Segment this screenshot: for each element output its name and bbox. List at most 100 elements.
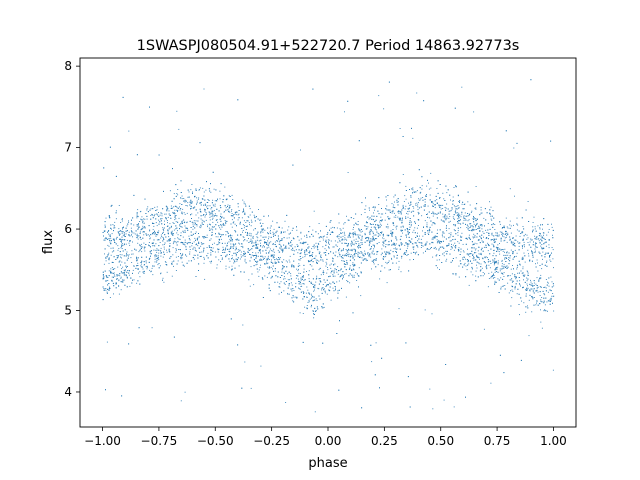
data-point <box>370 256 372 258</box>
data-point <box>509 279 511 281</box>
data-point <box>109 146 111 148</box>
data-point <box>352 232 354 233</box>
data-point <box>220 213 222 215</box>
data-point <box>302 291 304 292</box>
data-point <box>157 254 159 256</box>
data-point <box>479 214 481 216</box>
data-point <box>145 213 147 214</box>
data-point <box>413 215 415 217</box>
data-point <box>472 257 474 259</box>
data-point <box>406 251 408 253</box>
data-point <box>516 267 518 268</box>
data-point <box>107 284 109 286</box>
data-point <box>337 290 339 292</box>
data-point <box>142 271 144 273</box>
data-point <box>415 252 417 254</box>
data-point <box>168 213 170 215</box>
data-point <box>393 242 395 244</box>
data-point <box>335 269 337 271</box>
data-point <box>258 240 260 242</box>
data-point <box>309 260 311 262</box>
data-point <box>184 221 186 223</box>
data-point <box>383 256 384 257</box>
data-point <box>132 272 133 274</box>
data-point <box>405 190 407 191</box>
data-point <box>303 292 305 294</box>
data-point <box>487 223 489 224</box>
data-point <box>299 312 301 314</box>
data-point <box>514 276 515 278</box>
data-point <box>247 251 249 253</box>
data-point <box>244 253 246 255</box>
data-point <box>277 249 279 251</box>
data-point <box>334 275 336 277</box>
data-point <box>433 222 435 224</box>
data-point <box>417 211 419 213</box>
data-point <box>394 207 396 209</box>
data-point <box>416 244 418 246</box>
data-point <box>121 243 123 244</box>
data-point <box>531 260 533 262</box>
data-point <box>254 228 256 230</box>
data-point <box>347 253 349 255</box>
data-point <box>407 243 409 245</box>
data-point <box>379 221 381 223</box>
data-point <box>502 250 504 252</box>
data-point <box>149 230 151 232</box>
data-point <box>235 243 237 245</box>
data-point <box>293 265 295 267</box>
data-point <box>540 321 542 323</box>
data-point <box>355 272 357 274</box>
data-point <box>214 205 216 207</box>
data-point <box>373 239 375 241</box>
data-point <box>374 206 376 208</box>
data-point <box>175 228 177 230</box>
data-point <box>392 206 394 208</box>
data-point <box>528 335 530 337</box>
data-point <box>388 218 390 219</box>
data-point <box>516 217 518 219</box>
data-point <box>158 230 160 232</box>
data-point <box>256 247 258 249</box>
data-point <box>449 236 451 238</box>
data-point <box>395 262 397 264</box>
data-point <box>190 189 192 191</box>
data-point <box>126 266 128 267</box>
data-point <box>426 222 428 224</box>
data-point <box>463 208 465 210</box>
data-point <box>162 208 164 210</box>
data-point <box>128 221 130 223</box>
data-point <box>389 210 391 212</box>
data-point <box>175 256 177 258</box>
data-point <box>408 240 410 242</box>
data-point <box>308 270 310 272</box>
data-point <box>485 245 487 247</box>
data-point <box>438 259 440 261</box>
data-point <box>461 236 463 238</box>
data-point <box>512 265 513 266</box>
data-point <box>552 249 554 251</box>
data-point <box>211 218 213 220</box>
data-point <box>260 264 261 266</box>
data-point <box>366 240 368 242</box>
data-point <box>226 245 228 247</box>
data-point <box>449 210 451 212</box>
data-point <box>520 297 522 299</box>
data-point <box>184 225 186 227</box>
data-point <box>122 234 124 236</box>
data-point <box>492 223 494 225</box>
data-point <box>107 254 109 255</box>
data-point <box>141 216 143 218</box>
data-point <box>128 272 130 274</box>
data-point <box>121 244 122 246</box>
data-point <box>476 229 478 230</box>
data-point <box>121 272 123 274</box>
data-point <box>210 191 212 193</box>
data-point <box>410 201 412 203</box>
data-point <box>103 167 105 169</box>
data-point <box>283 272 285 274</box>
data-point <box>233 244 235 245</box>
data-point <box>126 259 128 261</box>
data-point <box>315 242 317 244</box>
data-point <box>349 268 351 270</box>
